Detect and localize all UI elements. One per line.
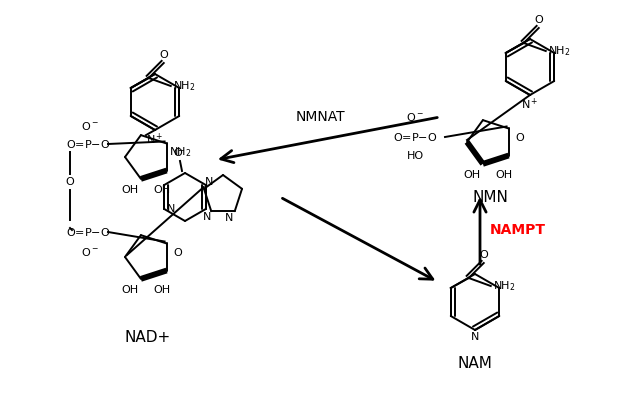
Text: O: O: [480, 250, 488, 260]
Text: O$^-$: O$^-$: [406, 111, 424, 123]
Text: N$^+$: N$^+$: [521, 97, 539, 112]
Text: O$^-$: O$^-$: [81, 246, 99, 258]
Text: OH: OH: [122, 285, 139, 295]
Text: O: O: [534, 15, 543, 25]
Text: OH: OH: [464, 170, 480, 180]
Text: O: O: [515, 133, 524, 143]
Text: NAM: NAM: [457, 356, 492, 372]
Text: O=P$-$O: O=P$-$O: [393, 131, 437, 143]
Text: N$^+$: N$^+$: [147, 132, 164, 147]
Text: O: O: [159, 50, 168, 60]
Text: NMNAT: NMNAT: [295, 110, 345, 124]
Text: N: N: [203, 212, 211, 222]
Text: NAD+: NAD+: [125, 330, 171, 344]
Text: NMN: NMN: [472, 190, 508, 204]
Text: OH: OH: [496, 170, 513, 180]
Text: O: O: [173, 248, 182, 258]
Text: HO: HO: [406, 151, 424, 161]
Text: N: N: [205, 177, 213, 187]
Text: NH$_2$: NH$_2$: [169, 145, 191, 159]
Text: NH$_2$: NH$_2$: [548, 44, 570, 58]
Text: N: N: [224, 213, 233, 223]
Text: O: O: [173, 148, 182, 158]
Text: O$^-$: O$^-$: [81, 120, 99, 132]
Text: N: N: [471, 332, 479, 342]
Text: OH: OH: [122, 185, 139, 195]
Text: NAMPT: NAMPT: [490, 223, 546, 237]
Text: NH$_2$: NH$_2$: [493, 279, 515, 293]
Text: O=P$-$O: O=P$-$O: [66, 138, 110, 150]
Text: OH: OH: [154, 185, 171, 195]
Text: NH$_2$: NH$_2$: [173, 79, 196, 93]
Text: OH: OH: [154, 285, 171, 295]
Text: O: O: [66, 177, 75, 187]
Text: O=P$-$O: O=P$-$O: [66, 226, 110, 238]
Text: N: N: [168, 204, 176, 214]
